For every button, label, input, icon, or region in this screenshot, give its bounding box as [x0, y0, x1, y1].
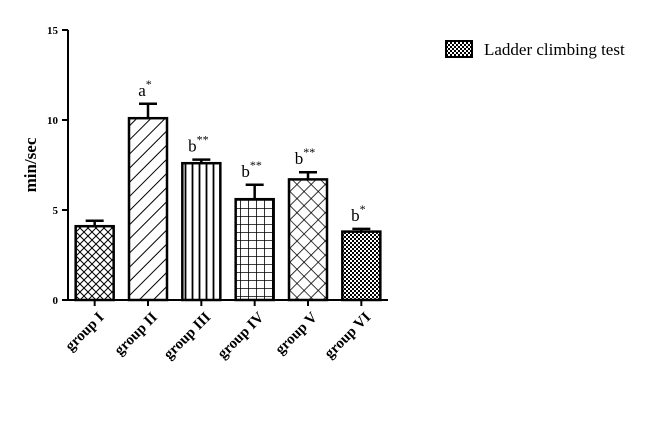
y-tick-label: 10	[47, 115, 59, 127]
bar-2	[127, 116, 169, 302]
bar-3	[181, 161, 222, 302]
significance-letter: b	[188, 137, 197, 156]
significance-stars: *	[360, 202, 366, 216]
significance-label: b**	[295, 145, 316, 168]
bar-4	[234, 197, 275, 302]
category-label: group III	[161, 309, 214, 362]
significance-stars: **	[197, 133, 209, 147]
y-tick-label: 0	[53, 295, 59, 307]
y-axis-ticks: 0 5 10 15	[47, 25, 68, 307]
significance-stars: **	[303, 145, 315, 159]
legend-swatch	[445, 40, 473, 58]
significance-stars: *	[146, 77, 152, 91]
significance-label: b**	[241, 158, 262, 181]
category-label: group IV	[215, 309, 268, 362]
legend-label: Ladder climbing test	[484, 40, 625, 59]
significance-stars: **	[250, 158, 262, 172]
significance-label: b*	[351, 202, 366, 225]
y-tick-label: 5	[53, 205, 59, 217]
significance-letter: a	[138, 81, 146, 100]
legend: Ladder climbing test	[445, 40, 625, 59]
significance-letter: b	[295, 149, 304, 168]
significance-label: a*	[138, 77, 152, 100]
bar-6	[341, 230, 382, 302]
bar-1	[74, 224, 115, 302]
y-tick-label: 15	[47, 25, 59, 37]
significance-letter: b	[351, 206, 360, 225]
category-label: group I	[62, 309, 107, 354]
category-label: group V	[272, 309, 320, 357]
y-axis-label: min/sec	[21, 137, 40, 192]
category-label: group VI	[322, 309, 375, 362]
significance-label: b**	[188, 133, 209, 156]
significance-letter: b	[241, 162, 250, 181]
bar-5	[287, 178, 329, 302]
category-label: group II	[112, 309, 161, 358]
bars: a*b**b** b**b*	[74, 77, 382, 302]
